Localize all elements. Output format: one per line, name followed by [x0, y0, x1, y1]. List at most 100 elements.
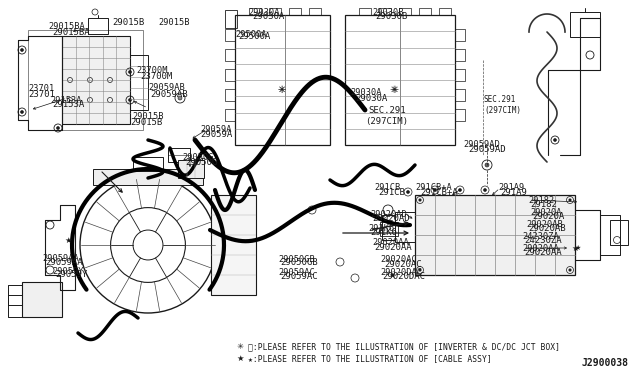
Text: 29500A: 29500A: [235, 30, 266, 39]
Text: 291A9: 291A9: [498, 183, 524, 192]
Text: 29059AA: 29059AA: [45, 258, 83, 267]
Bar: [439, 8, 451, 15]
Text: 29059AC: 29059AC: [280, 272, 317, 281]
Text: 23700M: 23700M: [140, 72, 172, 81]
Bar: [570, 12, 600, 37]
Circle shape: [419, 199, 421, 201]
Text: 29153A: 29153A: [52, 100, 84, 109]
Text: 29059AD: 29059AD: [468, 145, 506, 154]
Text: 291K6: 291K6: [370, 228, 397, 237]
Text: ✳: ✳: [278, 85, 286, 95]
Text: 29015B: 29015B: [112, 18, 144, 27]
Bar: [28, 30, 143, 130]
Text: 29020AA: 29020AA: [372, 238, 409, 247]
Circle shape: [56, 126, 60, 129]
Circle shape: [458, 189, 461, 192]
Text: 29059Y: 29059Y: [52, 267, 83, 276]
Text: 29030A: 29030A: [350, 88, 381, 97]
Bar: [380, 222, 398, 236]
Bar: [455, 29, 465, 41]
Bar: [62, 36, 130, 124]
Bar: [130, 55, 148, 110]
Bar: [455, 109, 465, 121]
Text: (297CIM): (297CIM): [484, 106, 521, 115]
Text: 291CB: 291CB: [378, 188, 405, 197]
Text: 29015BA: 29015BA: [48, 22, 84, 31]
Text: 29030B: 29030B: [375, 12, 407, 21]
Text: 29050G: 29050G: [182, 153, 214, 162]
Bar: [225, 89, 235, 101]
Circle shape: [419, 269, 421, 271]
Text: ★: ★: [572, 244, 579, 253]
Text: 29153A: 29153A: [50, 96, 81, 105]
Text: 291K6: 291K6: [368, 224, 394, 233]
Text: J2900038: J2900038: [581, 358, 628, 368]
Text: ✳: ✳: [390, 85, 398, 95]
Text: 29182: 29182: [530, 200, 557, 209]
Bar: [309, 8, 321, 15]
Bar: [345, 15, 455, 145]
Bar: [359, 8, 371, 15]
Text: 24230ZA: 24230ZA: [524, 236, 562, 245]
Text: ★: ★: [236, 354, 244, 363]
Text: 29059AA: 29059AA: [42, 254, 79, 263]
Text: ✳: ✳: [278, 85, 286, 95]
Bar: [379, 8, 391, 15]
Text: ★: ★: [388, 270, 396, 279]
Text: 29030B: 29030B: [372, 8, 403, 17]
Text: 29020AD: 29020AD: [372, 214, 410, 223]
Bar: [455, 49, 465, 61]
Bar: [93, 169, 203, 185]
Bar: [419, 8, 431, 15]
Bar: [415, 195, 575, 275]
Text: 29050GB: 29050GB: [278, 255, 315, 264]
Bar: [178, 160, 204, 178]
Circle shape: [483, 189, 486, 192]
Bar: [168, 148, 190, 162]
Text: 29059AC: 29059AC: [278, 268, 315, 277]
Bar: [133, 157, 163, 171]
Text: 29050G: 29050G: [185, 158, 217, 167]
Text: 29059A: 29059A: [200, 130, 232, 139]
Text: 291A9: 291A9: [500, 188, 527, 197]
Bar: [249, 8, 261, 15]
Bar: [225, 10, 237, 28]
Text: 29020AA: 29020AA: [374, 243, 412, 252]
Text: 29059Y: 29059Y: [55, 270, 87, 279]
Bar: [211, 195, 256, 295]
Text: 29020A: 29020A: [532, 212, 564, 221]
Text: 29020DAC: 29020DAC: [382, 272, 425, 281]
Bar: [269, 8, 281, 15]
Bar: [289, 8, 301, 15]
Text: 29020A: 29020A: [530, 208, 561, 217]
Text: 29015BA: 29015BA: [52, 28, 90, 37]
Text: 29015B: 29015B: [158, 18, 189, 27]
Text: 29030A: 29030A: [252, 12, 284, 21]
Circle shape: [178, 96, 182, 100]
Text: 23700M: 23700M: [136, 66, 168, 75]
Text: 29020AC: 29020AC: [384, 260, 422, 269]
Text: 29500A: 29500A: [238, 32, 270, 41]
Text: 29030A: 29030A: [355, 94, 387, 103]
Circle shape: [569, 269, 572, 271]
Text: 291CB+A: 291CB+A: [420, 188, 458, 197]
Text: 24230ZA: 24230ZA: [522, 232, 559, 241]
Bar: [455, 69, 465, 81]
Text: 29020AB: 29020AB: [526, 220, 563, 229]
Bar: [235, 15, 330, 145]
Text: ✳: ✳: [237, 342, 243, 351]
Text: 23701: 23701: [28, 90, 55, 99]
Bar: [225, 29, 235, 41]
Text: 29030A: 29030A: [248, 8, 280, 17]
Bar: [88, 18, 108, 34]
Circle shape: [20, 110, 24, 113]
Circle shape: [406, 190, 410, 193]
Circle shape: [554, 138, 557, 141]
Bar: [455, 89, 465, 101]
Text: 29059A: 29059A: [200, 125, 232, 134]
Bar: [22, 282, 62, 317]
Text: 29020AB: 29020AB: [528, 224, 566, 233]
Text: ✳: ✳: [391, 85, 399, 95]
Circle shape: [129, 99, 131, 102]
Text: 29020AD: 29020AD: [370, 210, 407, 219]
